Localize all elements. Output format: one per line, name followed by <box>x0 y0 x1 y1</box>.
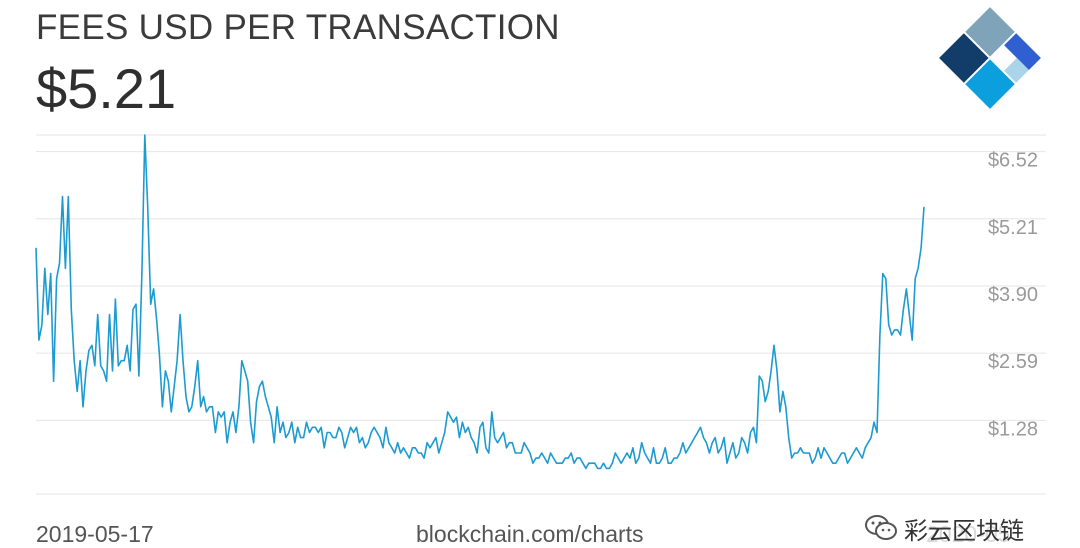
y-axis-ticks: $1.28 $2.59 $3.90 $5.21 $6.52 <box>988 150 1038 441</box>
series-line <box>35 134 925 470</box>
logo-tile-right <box>1004 33 1041 71</box>
watermark-text: 彩云区块链 <box>904 517 1024 545</box>
source-link[interactable]: blockchain.com/charts <box>416 521 644 547</box>
logo-tile-right-light <box>1004 58 1029 83</box>
wechat-icon <box>865 515 897 540</box>
current-value: $5.21 <box>36 57 177 120</box>
x-axis-start-date: 2019-05-17 <box>36 521 154 547</box>
y-tick-label: $5.21 <box>988 217 1038 239</box>
y-tick-label: $3.90 <box>988 284 1038 306</box>
blockchain-logo-icon <box>939 7 1041 109</box>
watermark: 彩云区块链 <box>860 508 1030 548</box>
y-tick-label: $2.59 <box>988 351 1038 373</box>
y-tick-label: $1.28 <box>988 418 1038 440</box>
chart-title: FEES USD PER TRANSACTION <box>36 8 560 47</box>
grid-lines <box>36 134 1046 495</box>
y-tick-label: $6.52 <box>988 150 1038 172</box>
